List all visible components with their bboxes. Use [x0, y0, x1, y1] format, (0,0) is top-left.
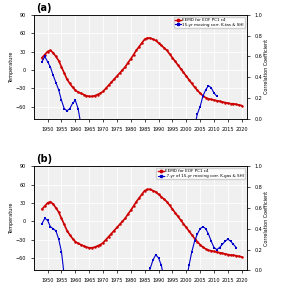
Y-axis label: Temperature: Temperature — [9, 51, 14, 83]
Y-axis label: Temperature: Temperature — [9, 203, 14, 234]
Y-axis label: Correlation Coefficient: Correlation Coefficient — [264, 191, 269, 246]
Y-axis label: Correlation Coefficient: Correlation Coefficient — [264, 39, 269, 94]
Legend: EEMD for EOF PC1 c4, -7-yr of 15-yr moving corr. K-gas & SHI: EEMD for EOF PC1 c4, -7-yr of 15-yr movi… — [157, 168, 245, 179]
Legend: EEMD for EOF PC1 c4, 15-yr moving corr. K-tas & SHI: EEMD for EOF PC1 c4, 15-yr moving corr. … — [174, 17, 245, 28]
Text: (a): (a) — [36, 3, 51, 13]
Text: (b): (b) — [36, 154, 52, 164]
